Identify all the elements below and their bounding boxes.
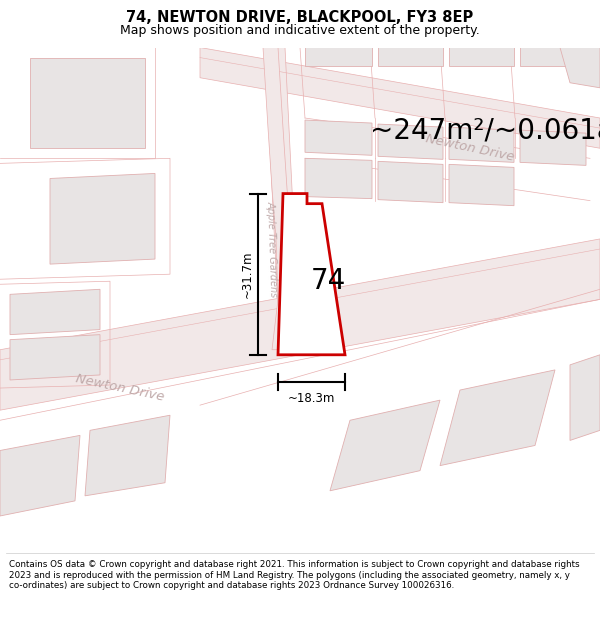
Polygon shape — [520, 48, 586, 66]
Polygon shape — [305, 48, 372, 66]
Polygon shape — [0, 436, 80, 516]
Text: ~31.7m: ~31.7m — [241, 251, 254, 298]
Text: 74: 74 — [310, 268, 346, 295]
Polygon shape — [440, 370, 555, 466]
Polygon shape — [378, 124, 443, 159]
Text: Apple Tree Gardens: Apple Tree Gardens — [265, 201, 278, 298]
Text: Contains OS data © Crown copyright and database right 2021. This information is : Contains OS data © Crown copyright and d… — [9, 560, 580, 590]
Polygon shape — [200, 48, 600, 148]
Polygon shape — [10, 334, 100, 380]
Polygon shape — [330, 400, 440, 491]
Polygon shape — [449, 164, 514, 206]
Polygon shape — [305, 158, 372, 199]
Polygon shape — [0, 239, 600, 410]
Polygon shape — [449, 48, 514, 66]
Text: 74, NEWTON DRIVE, BLACKPOOL, FY3 8EP: 74, NEWTON DRIVE, BLACKPOOL, FY3 8EP — [127, 11, 473, 26]
Polygon shape — [520, 130, 586, 166]
Polygon shape — [263, 48, 293, 350]
Polygon shape — [378, 161, 443, 202]
Text: Newton Drive: Newton Drive — [74, 372, 166, 404]
Polygon shape — [265, 48, 300, 350]
Polygon shape — [305, 120, 372, 155]
Polygon shape — [30, 58, 145, 148]
Polygon shape — [378, 48, 443, 66]
Polygon shape — [10, 289, 100, 334]
Polygon shape — [85, 415, 170, 496]
Polygon shape — [570, 355, 600, 441]
Polygon shape — [449, 127, 514, 162]
Text: Map shows position and indicative extent of the property.: Map shows position and indicative extent… — [120, 24, 480, 37]
Polygon shape — [560, 48, 600, 88]
Polygon shape — [278, 194, 345, 355]
Text: ~247m²/~0.061ac.: ~247m²/~0.061ac. — [370, 116, 600, 144]
Text: ~18.3m: ~18.3m — [288, 392, 335, 405]
Polygon shape — [50, 173, 155, 264]
Text: Newton Drive: Newton Drive — [425, 132, 515, 164]
